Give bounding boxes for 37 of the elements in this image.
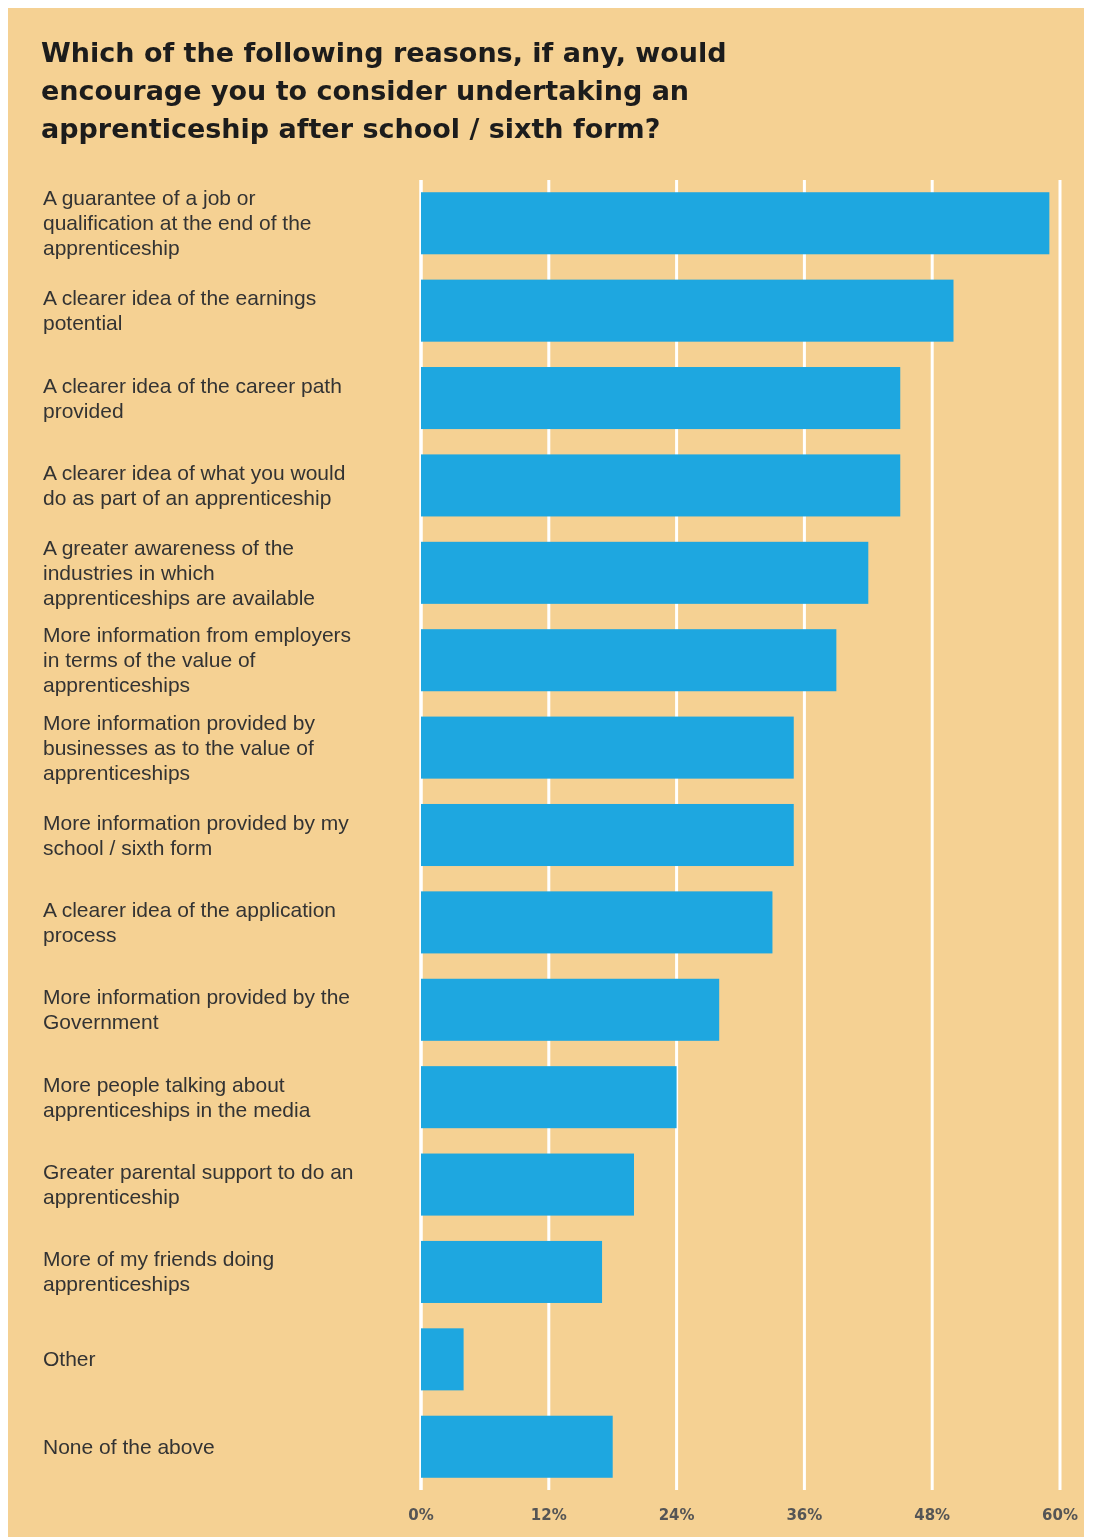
bar	[421, 1415, 613, 1478]
y-tick-label: Other	[43, 1347, 96, 1371]
y-tick-label: More of my friends doing apprenticeships	[43, 1247, 275, 1296]
y-tick-label: A guarantee of a job or qualification at the end of the apprenticeship	[43, 186, 312, 260]
y-tick-label: More information provided by the Government	[43, 985, 350, 1034]
y-tick-label: A clearer idea of the application process	[43, 897, 337, 946]
y-tick-label: A greater awareness of the industries in which apprenticeships are available	[43, 535, 316, 609]
bar	[421, 716, 794, 779]
bar	[421, 1328, 464, 1391]
y-tick-label: More information provided by my school / sixth form	[43, 810, 350, 859]
bar	[421, 1153, 634, 1216]
y-tick-label: None of the above	[43, 1434, 215, 1458]
x-tick-label: 60%	[1042, 1506, 1078, 1524]
bar	[421, 192, 1050, 255]
x-tick-label: 36%	[786, 1506, 823, 1524]
bar	[421, 279, 954, 342]
y-tick-label: More people talking about apprenticeships in the media	[43, 1072, 311, 1121]
bar	[421, 629, 837, 692]
y-tick-label: A clearer idea of the earnings potential	[43, 286, 317, 335]
bar	[421, 541, 869, 604]
x-tick-label: 12%	[530, 1506, 567, 1524]
y-tick-label: More information from employers in terms of the value of apprenticeships	[43, 623, 352, 697]
y-tick-label: A clearer idea of the career path provided	[43, 373, 342, 422]
bar	[421, 891, 773, 954]
chart-title: Which of the following reasons, if any, would encourage you to consider undertaking an apprenticeship after school / sixth form?	[41, 37, 727, 144]
bar	[421, 1066, 677, 1129]
bar	[421, 1240, 603, 1303]
y-tick-label: A clearer idea of what you would do as part of an apprenticeship	[43, 460, 346, 509]
bar	[421, 978, 720, 1041]
bar	[421, 454, 901, 517]
x-tick-label: 24%	[658, 1506, 695, 1524]
y-tick-label: More information provided by businesses as to the value of apprenticeships	[43, 710, 316, 784]
bar	[421, 803, 794, 867]
y-tick-label: Greater parental support to do an apprenticeship	[43, 1160, 354, 1209]
x-tick-label: 0%	[408, 1506, 434, 1524]
bar	[421, 367, 901, 430]
x-tick-label: 48%	[914, 1506, 951, 1524]
